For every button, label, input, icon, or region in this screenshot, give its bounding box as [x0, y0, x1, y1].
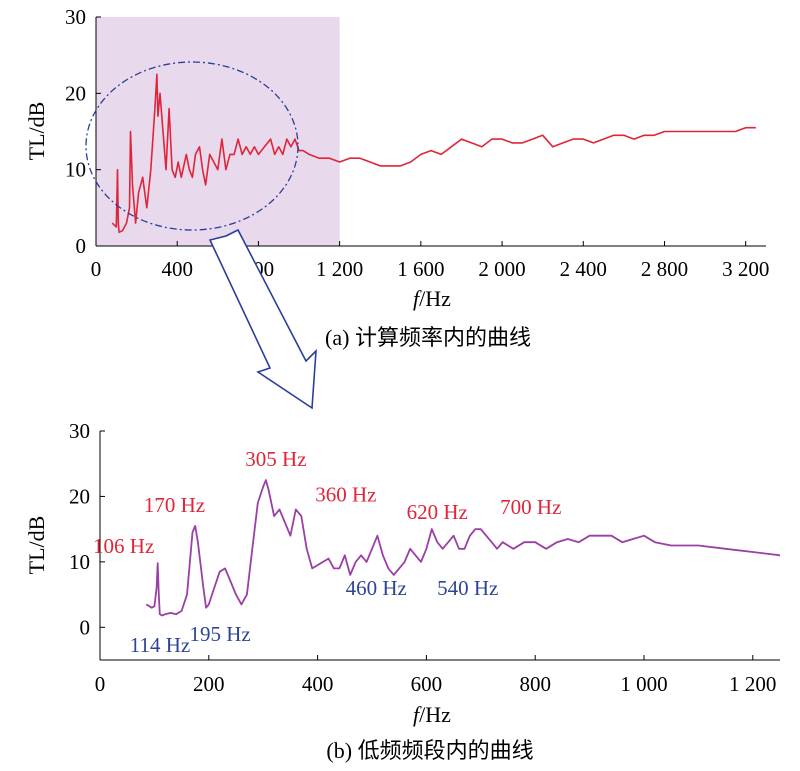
chart-b: 0 200 400 600 800 1 000 1 200 0 10 20 30 106 Hz 17…	[24, 419, 781, 763]
x-tick-label: 600	[411, 672, 443, 696]
valley-frequency-label: 460 Hz	[346, 576, 407, 600]
series-line	[145, 479, 781, 617]
chart-b-y-ticks: 0 10 20 30	[69, 419, 105, 639]
y-tick-label: 20	[65, 81, 86, 105]
highlight-region	[96, 17, 340, 246]
y-tick-label: 0	[76, 234, 87, 258]
x-tick-label: 2 800	[641, 257, 688, 281]
low-frequency-ellipse	[85, 61, 299, 231]
frequency-annotations: 106 Hz 170 Hz 305 Hz 360 Hz 620 Hz 700 Hz 114 …	[93, 447, 561, 657]
y-tick-label: 30	[65, 5, 86, 29]
x-tick-label: 200	[193, 672, 225, 696]
x-axis-label-unit: /Hz	[419, 286, 451, 311]
zoom-arrow	[208, 228, 317, 410]
x-tick-label: 0	[91, 257, 102, 281]
y-tick-label: 20	[69, 484, 90, 508]
x-tick-label: 400	[161, 257, 193, 281]
x-tick-label: 2 000	[478, 257, 525, 281]
peak-frequency-label: 106 Hz	[93, 534, 154, 558]
valley-frequency-label: 195 Hz	[189, 622, 250, 646]
chart-a-caption: (a) 计算频率内的曲线	[325, 325, 531, 350]
x-axis-label-italic: f	[413, 702, 422, 727]
y-tick-label: 10	[65, 158, 86, 182]
chart-a-axes	[95, 17, 766, 247]
valley-frequency-label: 114 Hz	[130, 633, 190, 657]
x-axis-label-unit: /Hz	[419, 702, 451, 727]
x-axis-label: f/Hz	[413, 286, 451, 311]
x-tick-label: 1 600	[397, 257, 444, 281]
x-axis-label-italic: f	[413, 286, 422, 311]
chart-b-caption: (b) 低频频段内的曲线	[326, 738, 533, 763]
x-tick-label: 1 200	[729, 672, 776, 696]
y-tick-label: 0	[80, 615, 91, 639]
x-tick-label: 1 000	[620, 672, 667, 696]
series-line	[111, 73, 756, 234]
peak-frequency-label: 620 Hz	[407, 500, 468, 524]
peak-frequency-label: 360 Hz	[315, 483, 376, 507]
y-axis-label: TL/dB	[24, 102, 49, 161]
x-tick-label: 2 400	[560, 257, 607, 281]
x-tick-label: 1 200	[316, 257, 363, 281]
x-tick-label: 0	[95, 672, 106, 696]
x-tick-label: 400	[302, 672, 334, 696]
peak-frequency-label: 700 Hz	[500, 495, 561, 519]
peak-frequency-label: 305 Hz	[245, 447, 306, 471]
valley-frequency-label: 540 Hz	[437, 576, 498, 600]
peak-frequency-label: 170 Hz	[144, 493, 205, 517]
x-tick-label: 800	[519, 672, 551, 696]
x-axis-label: f/Hz	[413, 702, 451, 727]
chart-b-x-ticks: 0 200 400 600 800 1 000 1 200	[95, 655, 776, 696]
y-axis-label: TL/dB	[24, 516, 49, 575]
x-tick-label: 3 200	[722, 257, 769, 281]
y-tick-label: 30	[69, 419, 90, 443]
y-tick-label: 10	[69, 550, 90, 574]
chart-a-y-ticks: 0 10 20 30	[65, 5, 101, 258]
